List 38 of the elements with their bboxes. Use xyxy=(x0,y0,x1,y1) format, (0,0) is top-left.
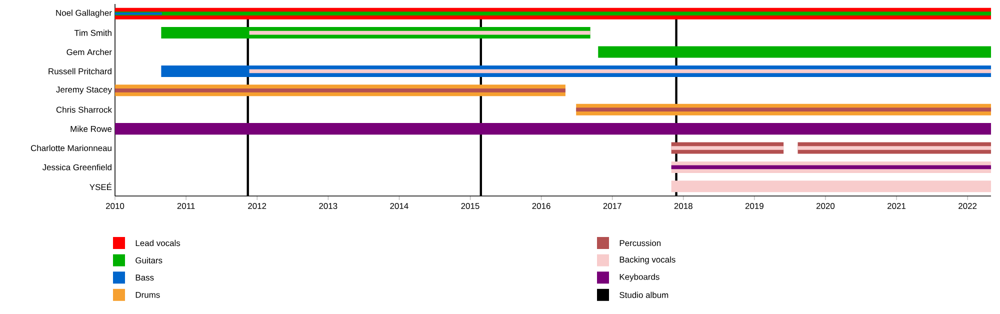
bar xyxy=(576,108,992,112)
legend-label: Studio album xyxy=(620,292,668,298)
legend-label: Backing vocals xyxy=(620,256,676,264)
bar xyxy=(249,69,992,74)
legend-label: Drums xyxy=(136,292,160,298)
x-tick-label: 2015 xyxy=(461,203,480,210)
y-tick-label: Jeremy Stacey xyxy=(56,86,112,94)
y-tick-label: Russell Pritchard xyxy=(48,68,112,74)
x-tick-label: 2022 xyxy=(958,203,977,210)
bar xyxy=(598,46,992,58)
bar xyxy=(115,88,566,92)
y-tick-label: Chris Sharrock xyxy=(56,106,112,113)
legend-label: Keyboards xyxy=(620,274,660,282)
x-tick-label: 2014 xyxy=(390,203,408,210)
y-tick-label: YSEÉ xyxy=(90,182,112,190)
bar xyxy=(671,146,784,150)
x-tick-label: 2012 xyxy=(248,203,266,210)
x-tick-label: 2011 xyxy=(177,203,195,210)
y-tick-label: Tim Smith xyxy=(74,30,112,36)
x-tick-label: 2010 xyxy=(106,203,124,210)
bar xyxy=(798,146,992,150)
legend-label: Percussion xyxy=(620,240,661,246)
legend-label: Lead vocals xyxy=(136,240,180,246)
x-tick-label: 2019 xyxy=(745,203,764,210)
x-tick-label: 2013 xyxy=(319,203,338,210)
x-tick-label: 2017 xyxy=(603,203,622,210)
y-tick-label: Noel Gallagher xyxy=(56,10,112,18)
y-tick-label: Gem Archer xyxy=(66,48,112,56)
x-tick-label: 2021 xyxy=(888,203,906,210)
bar xyxy=(249,30,590,35)
y-tick-label: Mike Rowe xyxy=(70,126,112,132)
x-tick-label: 2018 xyxy=(674,203,692,210)
y-tick-label: Jessica Greenfield xyxy=(42,164,112,170)
legend-label: Guitars xyxy=(136,257,162,264)
x-tick-label: 2020 xyxy=(816,203,835,210)
legend-label: Bass xyxy=(136,274,154,281)
y-tick-label: Charlotte Marionneau xyxy=(30,144,112,152)
x-tick-label: 2016 xyxy=(532,203,550,210)
